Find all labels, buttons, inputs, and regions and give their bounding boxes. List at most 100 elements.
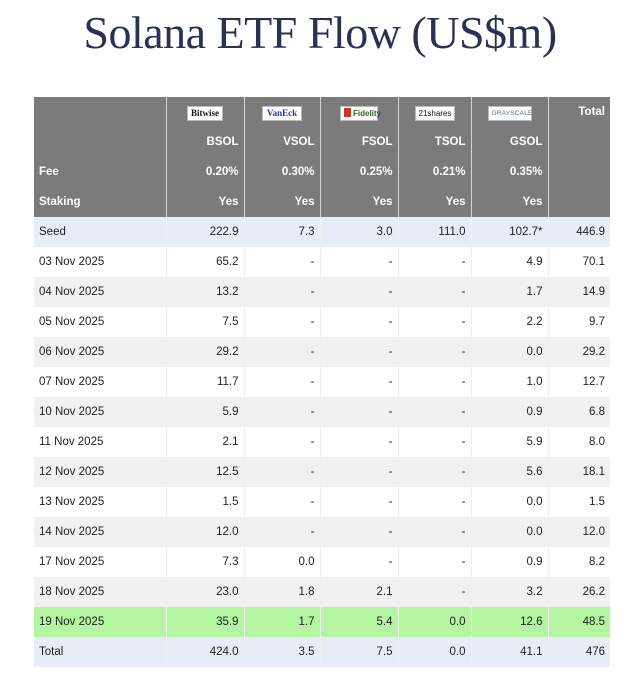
total-cell: 446.9 [548, 217, 610, 247]
tsol-cell: - [398, 367, 472, 397]
ticker-blank-cell [34, 127, 167, 157]
row-label: 05 Nov 2025 [34, 307, 167, 337]
table-row: 04 Nov 2025 13.2- - -1.7 14.9 [34, 277, 610, 307]
bsol-cell: 424.0 [166, 637, 245, 667]
table-row: 05 Nov 2025 7.5- - -2.2 9.7 [34, 307, 610, 337]
row-label: 03 Nov 2025 [34, 247, 167, 277]
table-row: 06 Nov 2025 29.2- - -0.0 29.2 [34, 337, 610, 367]
total-cell: 29.2 [548, 337, 610, 367]
tsol-cell: - [398, 547, 472, 577]
header-row-fee: Fee 0.20% 0.30% 0.25% 0.21% 0.35% [34, 157, 610, 187]
fsol-cell: - [320, 397, 399, 427]
vsol-cell: - [244, 457, 321, 487]
fsol-cell: - [320, 547, 399, 577]
row-label: Total [34, 637, 167, 667]
vsol-cell: - [244, 307, 321, 337]
vsol-cell: 3.5 [244, 637, 321, 667]
row-label: 07 Nov 2025 [34, 367, 167, 397]
gsol-cell: 12.6 [471, 607, 549, 637]
bsol-cell: 1.5 [166, 487, 245, 517]
staking-label: Staking [34, 187, 167, 217]
total-row: Total 424.0 3.5 7.5 0.0 41.1 476 [34, 637, 610, 667]
row-label: 06 Nov 2025 [34, 337, 167, 367]
tsol-cell: - [398, 457, 472, 487]
header-row-logos: Bitwise VanEck Fidelity 21shares GRAYSCA… [34, 97, 610, 127]
page-title: Solana ETF Flow (US$m) [83, 7, 557, 58]
vsol-cell: - [244, 397, 321, 427]
tsol-cell: - [398, 307, 472, 337]
tsol-cell: - [398, 397, 472, 427]
gsol-cell: 4.9 [471, 247, 549, 277]
table-row: 12 Nov 2025 12.5- - -5.6 18.1 [34, 457, 610, 487]
row-label: Seed [34, 217, 167, 247]
total-cell: 12.0 [548, 517, 610, 547]
fsol-cell: 2.1 [320, 577, 399, 607]
vsol-cell: - [244, 277, 321, 307]
tsol-cell: - [398, 517, 472, 547]
table-row: 03 Nov 2025 65.2- - -4.9 70.1 [34, 247, 610, 277]
total-cell: 476 [548, 637, 610, 667]
gsol-cell: 0.0 [471, 337, 549, 367]
gsol-cell: 0.9 [471, 547, 549, 577]
21shares-logo-cell: 21shares [398, 97, 472, 127]
bsol-cell: 23.0 [166, 577, 245, 607]
fsol-cell: - [320, 337, 399, 367]
row-label: 13 Nov 2025 [34, 487, 167, 517]
ticker-total-blank [548, 127, 610, 157]
row-label: 18 Nov 2025 [34, 577, 167, 607]
table-row: 18 Nov 2025 23.0 1.8 2.1-3.2 26.2 [34, 577, 610, 607]
fsol-cell: - [320, 247, 399, 277]
header-row-tickers: BSOL VSOL FSOL TSOL GSOL [34, 127, 610, 157]
fee-vsol: 0.30% [244, 157, 321, 187]
fsol-cell: - [320, 307, 399, 337]
fsol-cell: 7.5 [320, 637, 399, 667]
gsol-cell: 0.9 [471, 397, 549, 427]
row-label: 11 Nov 2025 [34, 427, 167, 457]
bsol-cell: 12.0 [166, 517, 245, 547]
fsol-cell: 5.4 [320, 607, 399, 637]
vaneck-logo-cell: VanEck [244, 97, 321, 127]
bsol-cell: 65.2 [166, 247, 245, 277]
tsol-cell: 0.0 [398, 637, 472, 667]
21shares-logo: 21shares [414, 105, 455, 121]
tsol-cell: - [398, 487, 472, 517]
total-cell: 9.7 [548, 307, 610, 337]
gsol-cell: 41.1 [471, 637, 549, 667]
total-cell: 26.2 [548, 577, 610, 607]
staking-bsol: Yes [166, 187, 245, 217]
fidelity-logo-text: Fidelity [353, 108, 382, 118]
bsol-cell: 35.9 [166, 607, 245, 637]
vsol-cell: - [244, 247, 321, 277]
table-row: 10 Nov 2025 5.9- - -0.9 6.8 [34, 397, 610, 427]
total-cell: 12.7 [548, 367, 610, 397]
tsol-cell: 111.0 [398, 217, 472, 247]
row-label: 10 Nov 2025 [34, 397, 167, 427]
staking-gsol: Yes [471, 187, 549, 217]
staking-total-blank [548, 187, 610, 217]
etf-flow-table: Bitwise VanEck Fidelity 21shares GRAYSCA… [34, 97, 610, 667]
staking-tsol: Yes [398, 187, 472, 217]
fee-gsol: 0.35% [471, 157, 549, 187]
gsol-cell: 0.0 [471, 517, 549, 547]
total-cell: 48.5 [548, 607, 610, 637]
tsol-cell: - [398, 277, 472, 307]
tsol-cell: - [398, 337, 472, 367]
bsol-cell: 12.5 [166, 457, 245, 487]
gsol-cell: 5.9 [471, 427, 549, 457]
staking-fsol: Yes [320, 187, 399, 217]
ticker-tsol: TSOL [398, 127, 472, 157]
ticker-bsol: BSOL [166, 127, 245, 157]
bsol-cell: 222.9 [166, 217, 245, 247]
header-blank-cell [34, 97, 167, 127]
ticker-fsol: FSOL [320, 127, 399, 157]
row-label: 04 Nov 2025 [34, 277, 167, 307]
tsol-cell: - [398, 577, 472, 607]
vsol-cell: 1.7 [244, 607, 321, 637]
total-cell: 14.9 [548, 277, 610, 307]
fsol-cell: - [320, 277, 399, 307]
gsol-cell: 0.0 [471, 487, 549, 517]
total-cell: 1.5 [548, 487, 610, 517]
seed-row: Seed 222.9 7.3 3.0 111.0 102.7* 446.9 [34, 217, 610, 247]
row-label: 19 Nov 2025 [34, 607, 167, 637]
fidelity-logo: Fidelity [340, 105, 382, 121]
